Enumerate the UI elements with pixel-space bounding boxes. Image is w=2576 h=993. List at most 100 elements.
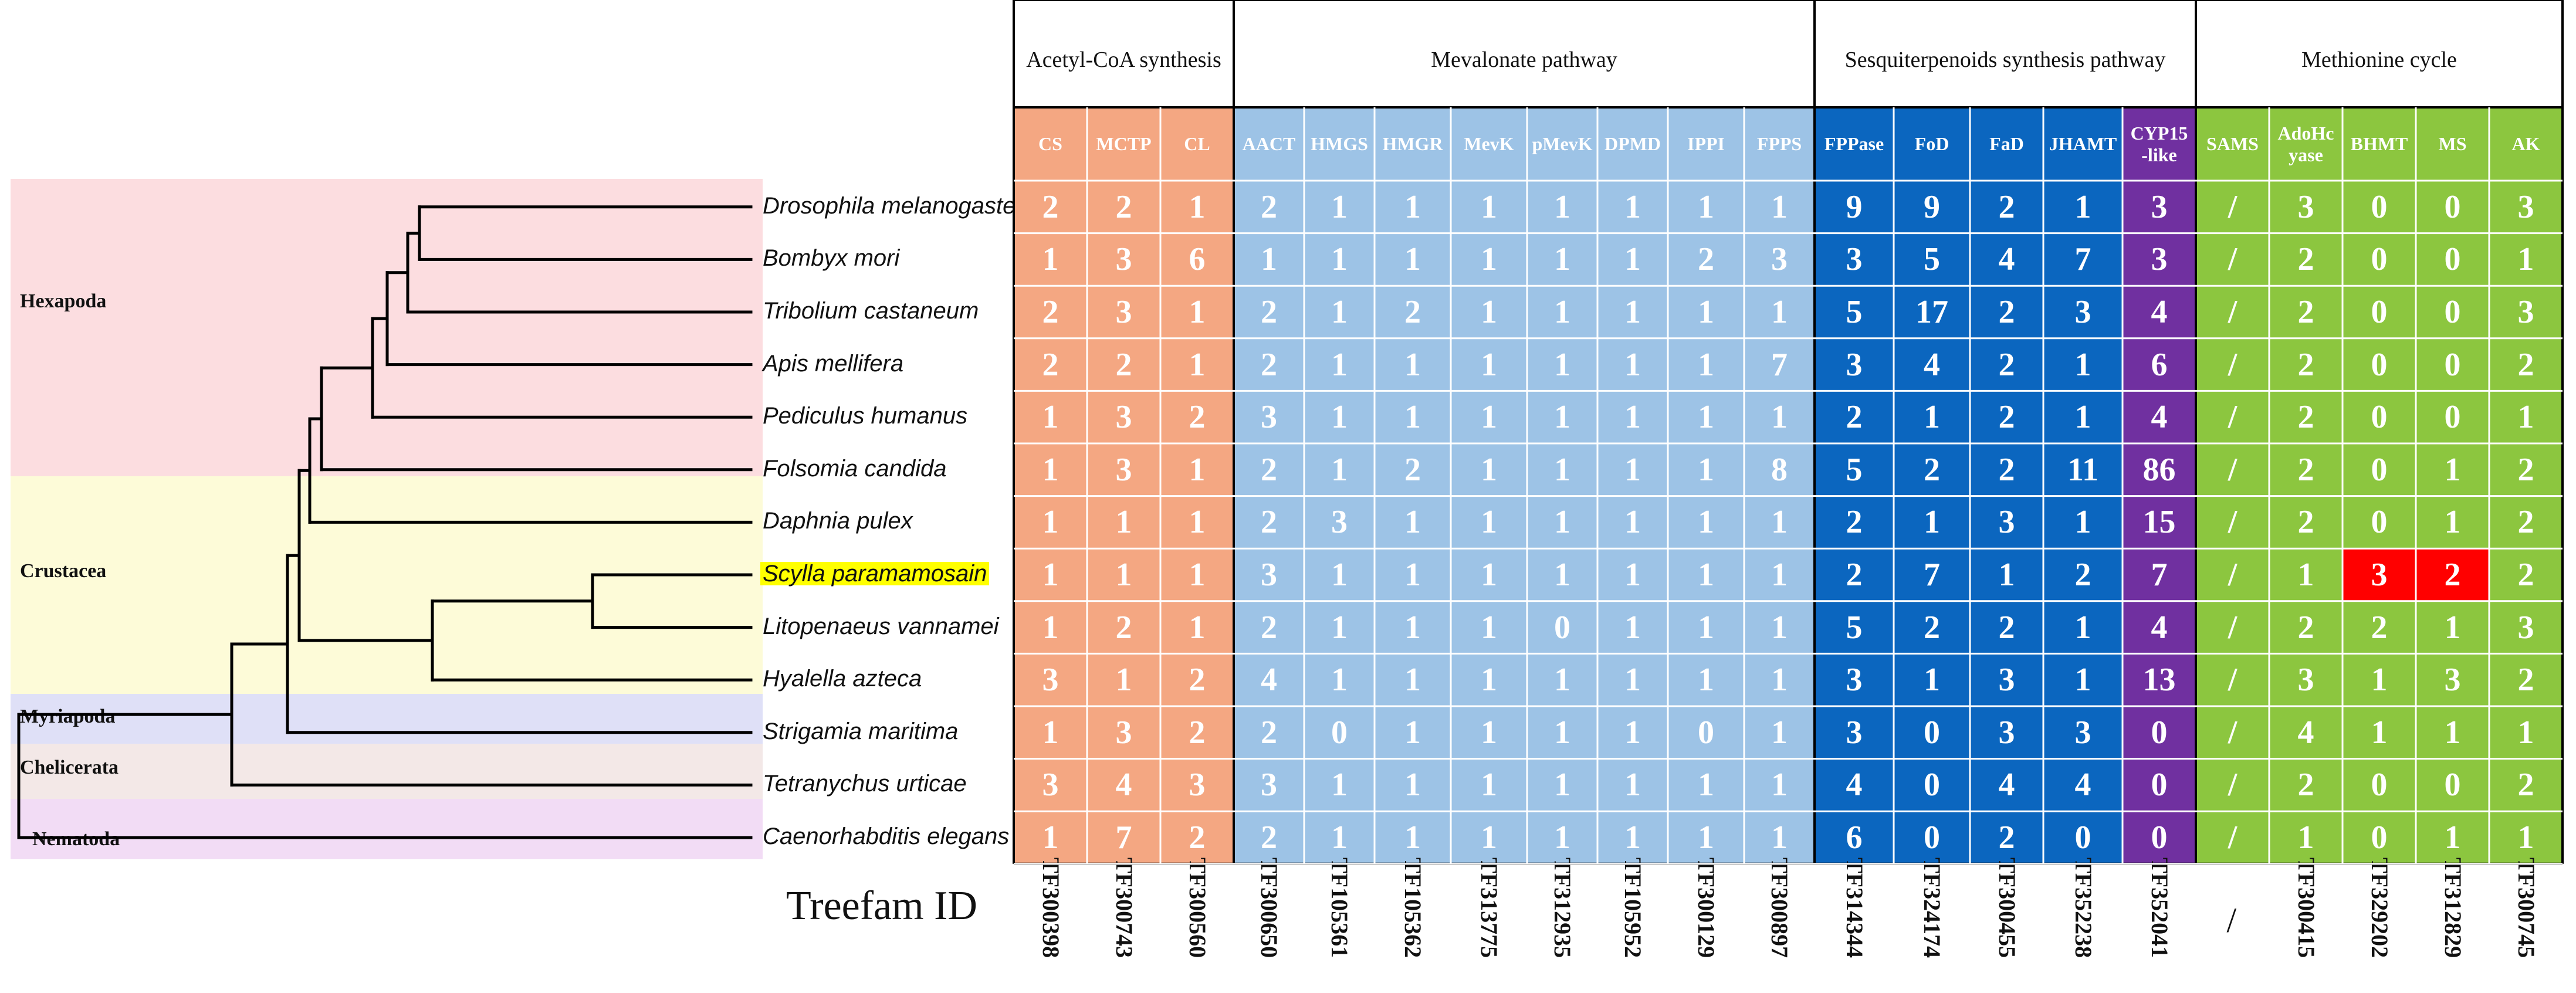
- gene-count-cell: 1: [1597, 548, 1668, 601]
- gene-count-cell: 2: [1160, 811, 1234, 864]
- gene-count-cell: 1: [2416, 443, 2489, 496]
- gene-count-cell: 4: [2123, 286, 2196, 338]
- gene-count-cell: 2: [2043, 548, 2123, 601]
- gene-count-cell: 1: [1375, 391, 1451, 443]
- pathway-header: Sesquiterpenoids synthesis pathway: [1844, 47, 2166, 72]
- gene-count-cell: 1: [1744, 706, 1815, 759]
- gene-count-cell: 1: [1744, 391, 1815, 443]
- gene-count-cell: 1: [1597, 758, 1668, 812]
- gene-count-cell: 8: [1744, 443, 1815, 496]
- gene-count-cell: 1: [2043, 391, 2123, 443]
- gene-count-cell: 0: [2123, 811, 2196, 864]
- gene-count-cell: 1: [1668, 286, 1744, 338]
- gene-count-cell: 2: [1234, 601, 1304, 654]
- gene-header: DPMD: [1597, 107, 1668, 181]
- gene-count-cell: 3: [1087, 286, 1160, 338]
- gene-count-cell: 2: [1014, 286, 1087, 338]
- gene-count-cell: 1: [1160, 286, 1234, 338]
- gene-count-cell: /: [2196, 811, 2269, 864]
- gene-count-cell: 1: [1668, 548, 1744, 601]
- gene-count-cell: 1: [1527, 706, 1597, 759]
- gene-count-cell: 2: [1970, 811, 2043, 864]
- gene-header: CYP15 -like: [2123, 107, 2196, 181]
- gene-count-cell: 1: [1744, 811, 1815, 864]
- gene-count-cell: 4: [1894, 338, 1970, 391]
- gene-count-cell: 1: [1744, 601, 1815, 654]
- species-label: Folsomia candida: [763, 455, 947, 482]
- gene-count-cell: 15: [2123, 496, 2196, 549]
- phylogenetic-tree: [17, 205, 753, 839]
- gene-count-cell: 0: [1894, 811, 1970, 864]
- pathway-header: Acetyl-CoA synthesis: [1026, 47, 1221, 72]
- gene-count-cell: 1: [1597, 233, 1668, 286]
- gene-count-cell: 0: [2343, 443, 2416, 496]
- gene-count-cell: 1: [1597, 496, 1668, 549]
- gene-count-cell: 1: [1527, 496, 1597, 549]
- gene-count-cell: 1: [1668, 601, 1744, 654]
- gene-count-cell: 1: [1894, 391, 1970, 443]
- gene-count-cell: 1: [1597, 706, 1668, 759]
- gene-count-cell: 0: [2416, 338, 2489, 391]
- gene-count-cell: 1: [1451, 706, 1527, 759]
- gene-count-cell: 1: [1304, 391, 1375, 443]
- gene-count-cell: /: [2196, 338, 2269, 391]
- gene-count-cell: 3: [1970, 496, 2043, 549]
- gene-count-cell: 4: [1087, 758, 1160, 812]
- gene-count-cell: 1: [1014, 233, 1087, 286]
- gene-count-cell: 2: [1087, 601, 1160, 654]
- gene-count-cell: 3: [2123, 181, 2196, 233]
- gene-count-cell: 2: [1815, 548, 1894, 601]
- gene-count-cell: 4: [1234, 653, 1304, 706]
- gene-count-cell: 1: [1087, 653, 1160, 706]
- gene-count-cell: 3: [2043, 286, 2123, 338]
- gene-count-cell: 2: [1234, 811, 1304, 864]
- gene-count-cell: 2: [2269, 391, 2343, 443]
- gene-count-cell: 1: [2043, 653, 2123, 706]
- gene-count-cell: 3: [2269, 653, 2343, 706]
- gene-count-cell: 1: [1160, 338, 1234, 391]
- gene-count-cell: 2: [2489, 653, 2563, 706]
- gene-count-cell: 1: [1668, 496, 1744, 549]
- gene-count-cell: 2: [1375, 286, 1451, 338]
- gene-count-cell: 1: [1668, 811, 1744, 864]
- gene-count-cell: 0: [2416, 758, 2489, 812]
- gene-header: FPPase: [1815, 107, 1894, 181]
- gene-count-cell: 1: [2343, 653, 2416, 706]
- gene-count-cell: 2: [1234, 286, 1304, 338]
- gene-count-cell: 1: [1304, 443, 1375, 496]
- gene-count-cell: 1: [2416, 811, 2489, 864]
- gene-header: FaD: [1970, 107, 2043, 181]
- gene-count-cell: 3: [1970, 653, 2043, 706]
- gene-header: AK: [2489, 107, 2563, 181]
- gene-count-cell: /: [2196, 653, 2269, 706]
- gene-count-cell: 0: [2416, 286, 2489, 338]
- gene-count-cell: /: [2196, 601, 2269, 654]
- gene-count-cell: 1: [1451, 653, 1527, 706]
- gene-count-cell: 1: [1527, 286, 1597, 338]
- gene-count-cell: 0: [2343, 233, 2416, 286]
- gene-count-cell: 1: [1597, 601, 1668, 654]
- gene-count-cell: 0: [1304, 706, 1375, 759]
- clade-band-nematoda: [11, 799, 763, 859]
- gene-count-cell: 5: [1894, 233, 1970, 286]
- clade-label: Hexapoda: [20, 290, 107, 312]
- gene-count-cell: 2: [2343, 601, 2416, 654]
- gene-count-cell: 1: [2269, 811, 2343, 864]
- gene-count-cell: 3: [1234, 758, 1304, 812]
- gene-count-cell: 1: [1304, 233, 1375, 286]
- gene-count-cell: 3: [1815, 706, 1894, 759]
- gene-count-cell: 1: [1014, 601, 1087, 654]
- clade-band-crustacea: [11, 476, 763, 694]
- gene-count-cell: 1: [2489, 233, 2563, 286]
- species-label: Litopenaeus vannamei: [763, 613, 999, 639]
- gene-count-cell: 4: [2123, 601, 2196, 654]
- gene-count-cell: 3: [2416, 653, 2489, 706]
- gene-count-cell: 2: [1894, 601, 1970, 654]
- gene-count-cell: 1: [1744, 181, 1815, 233]
- gene-count-cell: 2: [2269, 601, 2343, 654]
- gene-count-cell: 2: [2489, 443, 2563, 496]
- gene-header: pMevK: [1527, 107, 1597, 181]
- gene-count-cell: 4: [1970, 233, 2043, 286]
- gene-count-cell: 86: [2123, 443, 2196, 496]
- gene-count-cell: 3: [1234, 391, 1304, 443]
